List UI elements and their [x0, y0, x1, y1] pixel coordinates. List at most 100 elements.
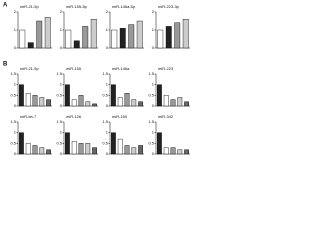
bar — [27, 42, 34, 49]
bar — [39, 147, 45, 155]
y-tick-label: 1 — [60, 130, 63, 135]
y-tick-label: 1.5 — [148, 119, 154, 124]
y-tick-label: 1 — [14, 130, 17, 135]
y-tick-label: 1.5 — [102, 71, 108, 76]
y-tick-label: 0 — [106, 103, 109, 108]
chart-title: miR-21-5p — [20, 66, 39, 71]
y-tick-label: 2 — [106, 9, 109, 14]
bar — [170, 147, 176, 155]
bar — [65, 29, 72, 49]
chart-title: miR-342 — [158, 114, 174, 119]
bar — [111, 132, 116, 155]
bar — [44, 17, 51, 49]
bar — [71, 140, 77, 155]
y-tick-label: 0.5 — [102, 92, 108, 97]
bar — [124, 145, 130, 155]
y-tick-label: 1.5 — [102, 119, 108, 124]
y-tick-label: 0.5 — [102, 140, 108, 145]
y-tick-label: 2 — [152, 9, 155, 14]
bar — [138, 101, 143, 107]
bar — [131, 147, 137, 155]
bar — [157, 132, 162, 155]
y-tick-label: 1 — [152, 27, 155, 32]
y-tick-label: 0 — [14, 151, 17, 156]
chart-title: miR-223-3p — [158, 4, 180, 9]
bar — [177, 149, 183, 155]
bar — [184, 149, 189, 155]
bar — [182, 19, 189, 49]
y-tick-label: 0.5 — [148, 92, 154, 97]
y-tick-label: 0.5 — [56, 92, 62, 97]
bar — [128, 24, 135, 49]
y-tick-label: 0 — [14, 45, 17, 50]
bar — [19, 84, 24, 107]
bar — [46, 149, 51, 155]
y-tick-label: 0 — [106, 151, 109, 156]
y-tick-label: 0.5 — [56, 140, 62, 145]
chart-title: miR-let-7 — [20, 114, 37, 119]
chart-title: miR-223 — [158, 66, 174, 71]
y-tick-label: 0 — [152, 103, 155, 108]
bar — [184, 101, 189, 107]
y-tick-label: 0 — [106, 45, 109, 50]
bar — [85, 143, 91, 155]
panel-label: B — [3, 62, 8, 68]
bar — [39, 97, 45, 107]
y-tick-label: 0.5 — [148, 140, 154, 145]
y-tick-label: 1.5 — [148, 71, 154, 76]
bar — [46, 99, 51, 107]
bar — [111, 84, 116, 107]
y-tick-label: 0 — [152, 151, 155, 156]
bar — [170, 99, 176, 107]
bar — [92, 103, 97, 107]
bar — [157, 84, 162, 107]
figure: A B miR-21-5p012miR-155-5p012miR-146a-5p… — [3, 3, 190, 156]
bar — [90, 19, 97, 49]
chart-title: miR-146a — [112, 66, 130, 71]
bar — [19, 132, 24, 155]
y-tick-label: 2 — [14, 9, 17, 14]
bar — [177, 97, 183, 107]
y-tick-label: 0 — [60, 103, 63, 108]
bar — [163, 95, 169, 107]
y-tick-label: 1 — [106, 130, 109, 135]
bar — [78, 143, 84, 155]
bar — [117, 97, 123, 107]
y-tick-label: 1 — [60, 82, 63, 87]
bar — [85, 101, 91, 107]
bar — [32, 95, 38, 107]
y-tick-label: 1.5 — [56, 71, 62, 76]
chart-title: miR-150 — [112, 114, 128, 119]
bar — [78, 95, 84, 107]
bar — [25, 92, 31, 107]
bar — [165, 26, 172, 49]
bar — [92, 147, 97, 155]
bar — [36, 20, 43, 49]
bar — [19, 29, 26, 49]
bar — [32, 145, 38, 155]
chart-title: miR-146a-5p — [112, 4, 136, 9]
y-tick-label: 1 — [14, 27, 17, 32]
bar — [111, 29, 118, 49]
y-tick-label: 1 — [106, 82, 109, 87]
bar — [124, 92, 130, 107]
bar — [25, 143, 31, 155]
bar — [65, 84, 70, 107]
chart-title: miR-155-5p — [66, 4, 88, 9]
y-tick-label: 0.5 — [10, 92, 16, 97]
panel-label: A — [3, 3, 8, 9]
bar — [131, 99, 137, 107]
chart-title: miR-155 — [66, 66, 82, 71]
y-tick-label: 1 — [152, 130, 155, 135]
bar — [65, 132, 70, 155]
bar — [163, 147, 169, 155]
y-tick-label: 1 — [60, 27, 63, 32]
y-tick-label: 0.5 — [10, 140, 16, 145]
y-tick-label: 1.5 — [10, 119, 16, 124]
bar — [136, 20, 143, 49]
y-tick-label: 1.5 — [10, 71, 16, 76]
bar — [138, 145, 143, 155]
y-tick-label: 0 — [14, 103, 17, 108]
bar — [119, 28, 126, 49]
bar — [73, 40, 80, 49]
